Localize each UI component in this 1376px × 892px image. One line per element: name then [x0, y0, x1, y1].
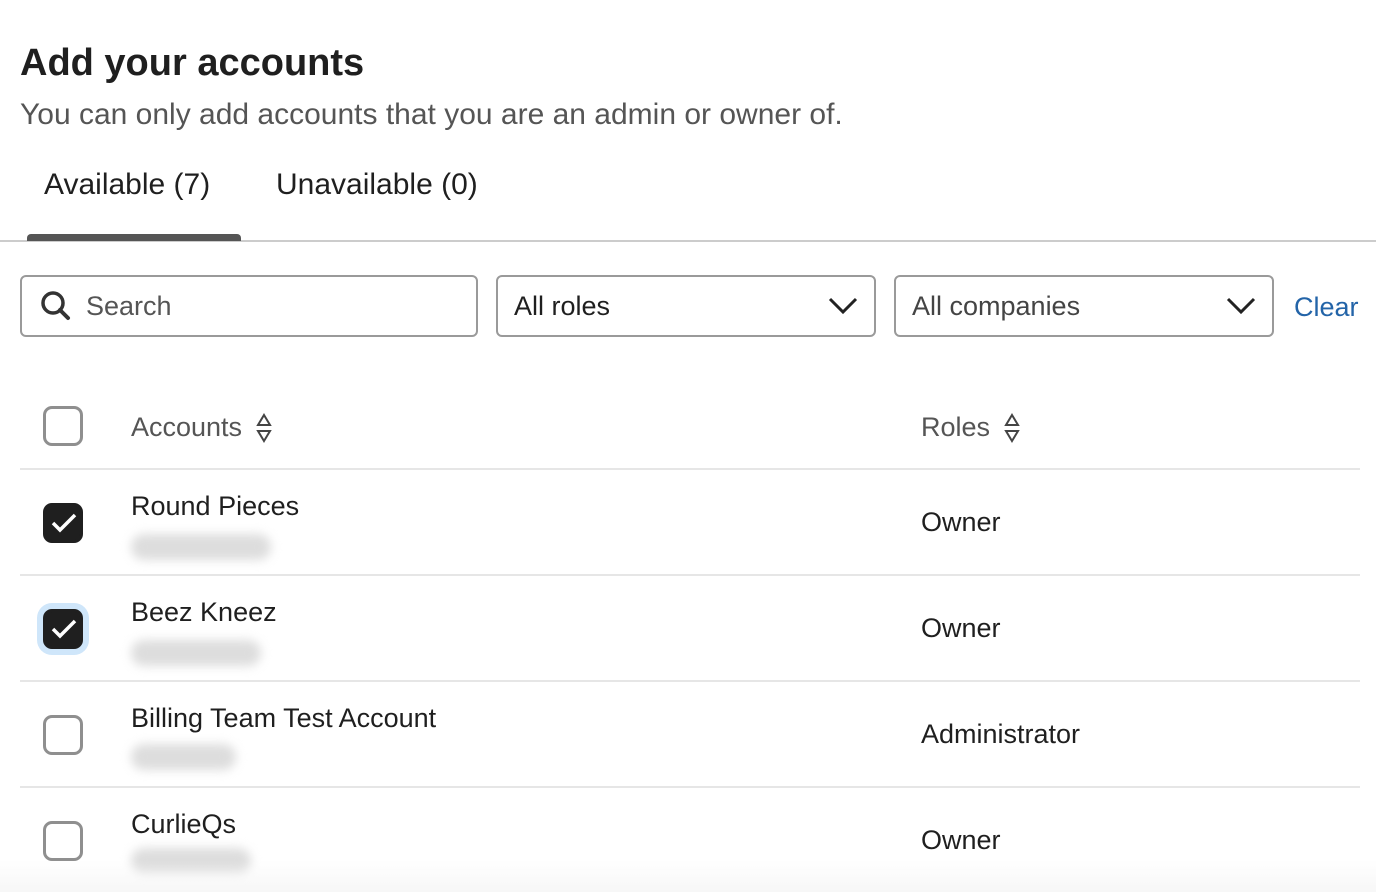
- account-role: Owner: [921, 825, 1001, 855]
- active-tab-indicator: [27, 234, 241, 241]
- row-divider: [20, 786, 1360, 788]
- redacted-account-detail: [131, 534, 271, 560]
- scroll-fade: [0, 860, 1376, 892]
- search-icon: [41, 291, 70, 320]
- checkmark-icon: [51, 513, 77, 533]
- chevron-down-icon: [828, 297, 858, 315]
- clear-filters-link[interactable]: Clear: [1294, 292, 1359, 322]
- column-header-accounts[interactable]: Accounts: [131, 412, 272, 443]
- column-header-roles[interactable]: Roles: [921, 412, 1020, 443]
- account-name: CurlieQs: [131, 809, 237, 839]
- select-all-checkbox[interactable]: [43, 406, 83, 446]
- sort-icon: [256, 412, 272, 443]
- account-name: Billing Team Test Account: [131, 703, 437, 733]
- row-checkbox-curlieqs[interactable]: [43, 821, 83, 861]
- tabs-divider: [0, 240, 1376, 242]
- row-checkbox-round-pieces[interactable]: [43, 503, 83, 543]
- chevron-down-icon: [1226, 297, 1256, 315]
- redacted-account-detail: [131, 640, 261, 666]
- column-label: Accounts: [131, 412, 243, 442]
- column-label: Roles: [921, 412, 991, 442]
- tab-available[interactable]: Available (7): [44, 168, 211, 201]
- page-subtitle: You can only add accounts that you are a…: [20, 98, 843, 131]
- account-role: Owner: [921, 507, 1001, 537]
- sort-icon: [1004, 412, 1020, 443]
- row-checkbox-beez-kneez[interactable]: [43, 609, 83, 649]
- roles-select[interactable]: All roles: [496, 275, 876, 337]
- row-checkbox-billing-team-test-account[interactable]: [43, 715, 83, 755]
- checkmark-icon: [51, 619, 77, 639]
- account-role: Owner: [921, 613, 1001, 643]
- header-divider: [20, 468, 1360, 470]
- companies-select-value: All companies: [912, 290, 1081, 321]
- account-name: Round Pieces: [131, 491, 300, 521]
- row-divider: [20, 680, 1360, 682]
- tab-unavailable[interactable]: Unavailable (0): [276, 168, 478, 201]
- row-divider: [20, 574, 1360, 576]
- account-role: Administrator: [921, 719, 1081, 749]
- redacted-account-detail: [131, 744, 236, 770]
- search-input[interactable]: Search: [20, 275, 478, 337]
- search-placeholder: Search: [86, 290, 172, 321]
- roles-select-value: All roles: [514, 290, 611, 321]
- page-title: Add your accounts: [20, 42, 365, 84]
- companies-select[interactable]: All companies: [894, 275, 1274, 337]
- account-name: Beez Kneez: [131, 597, 277, 627]
